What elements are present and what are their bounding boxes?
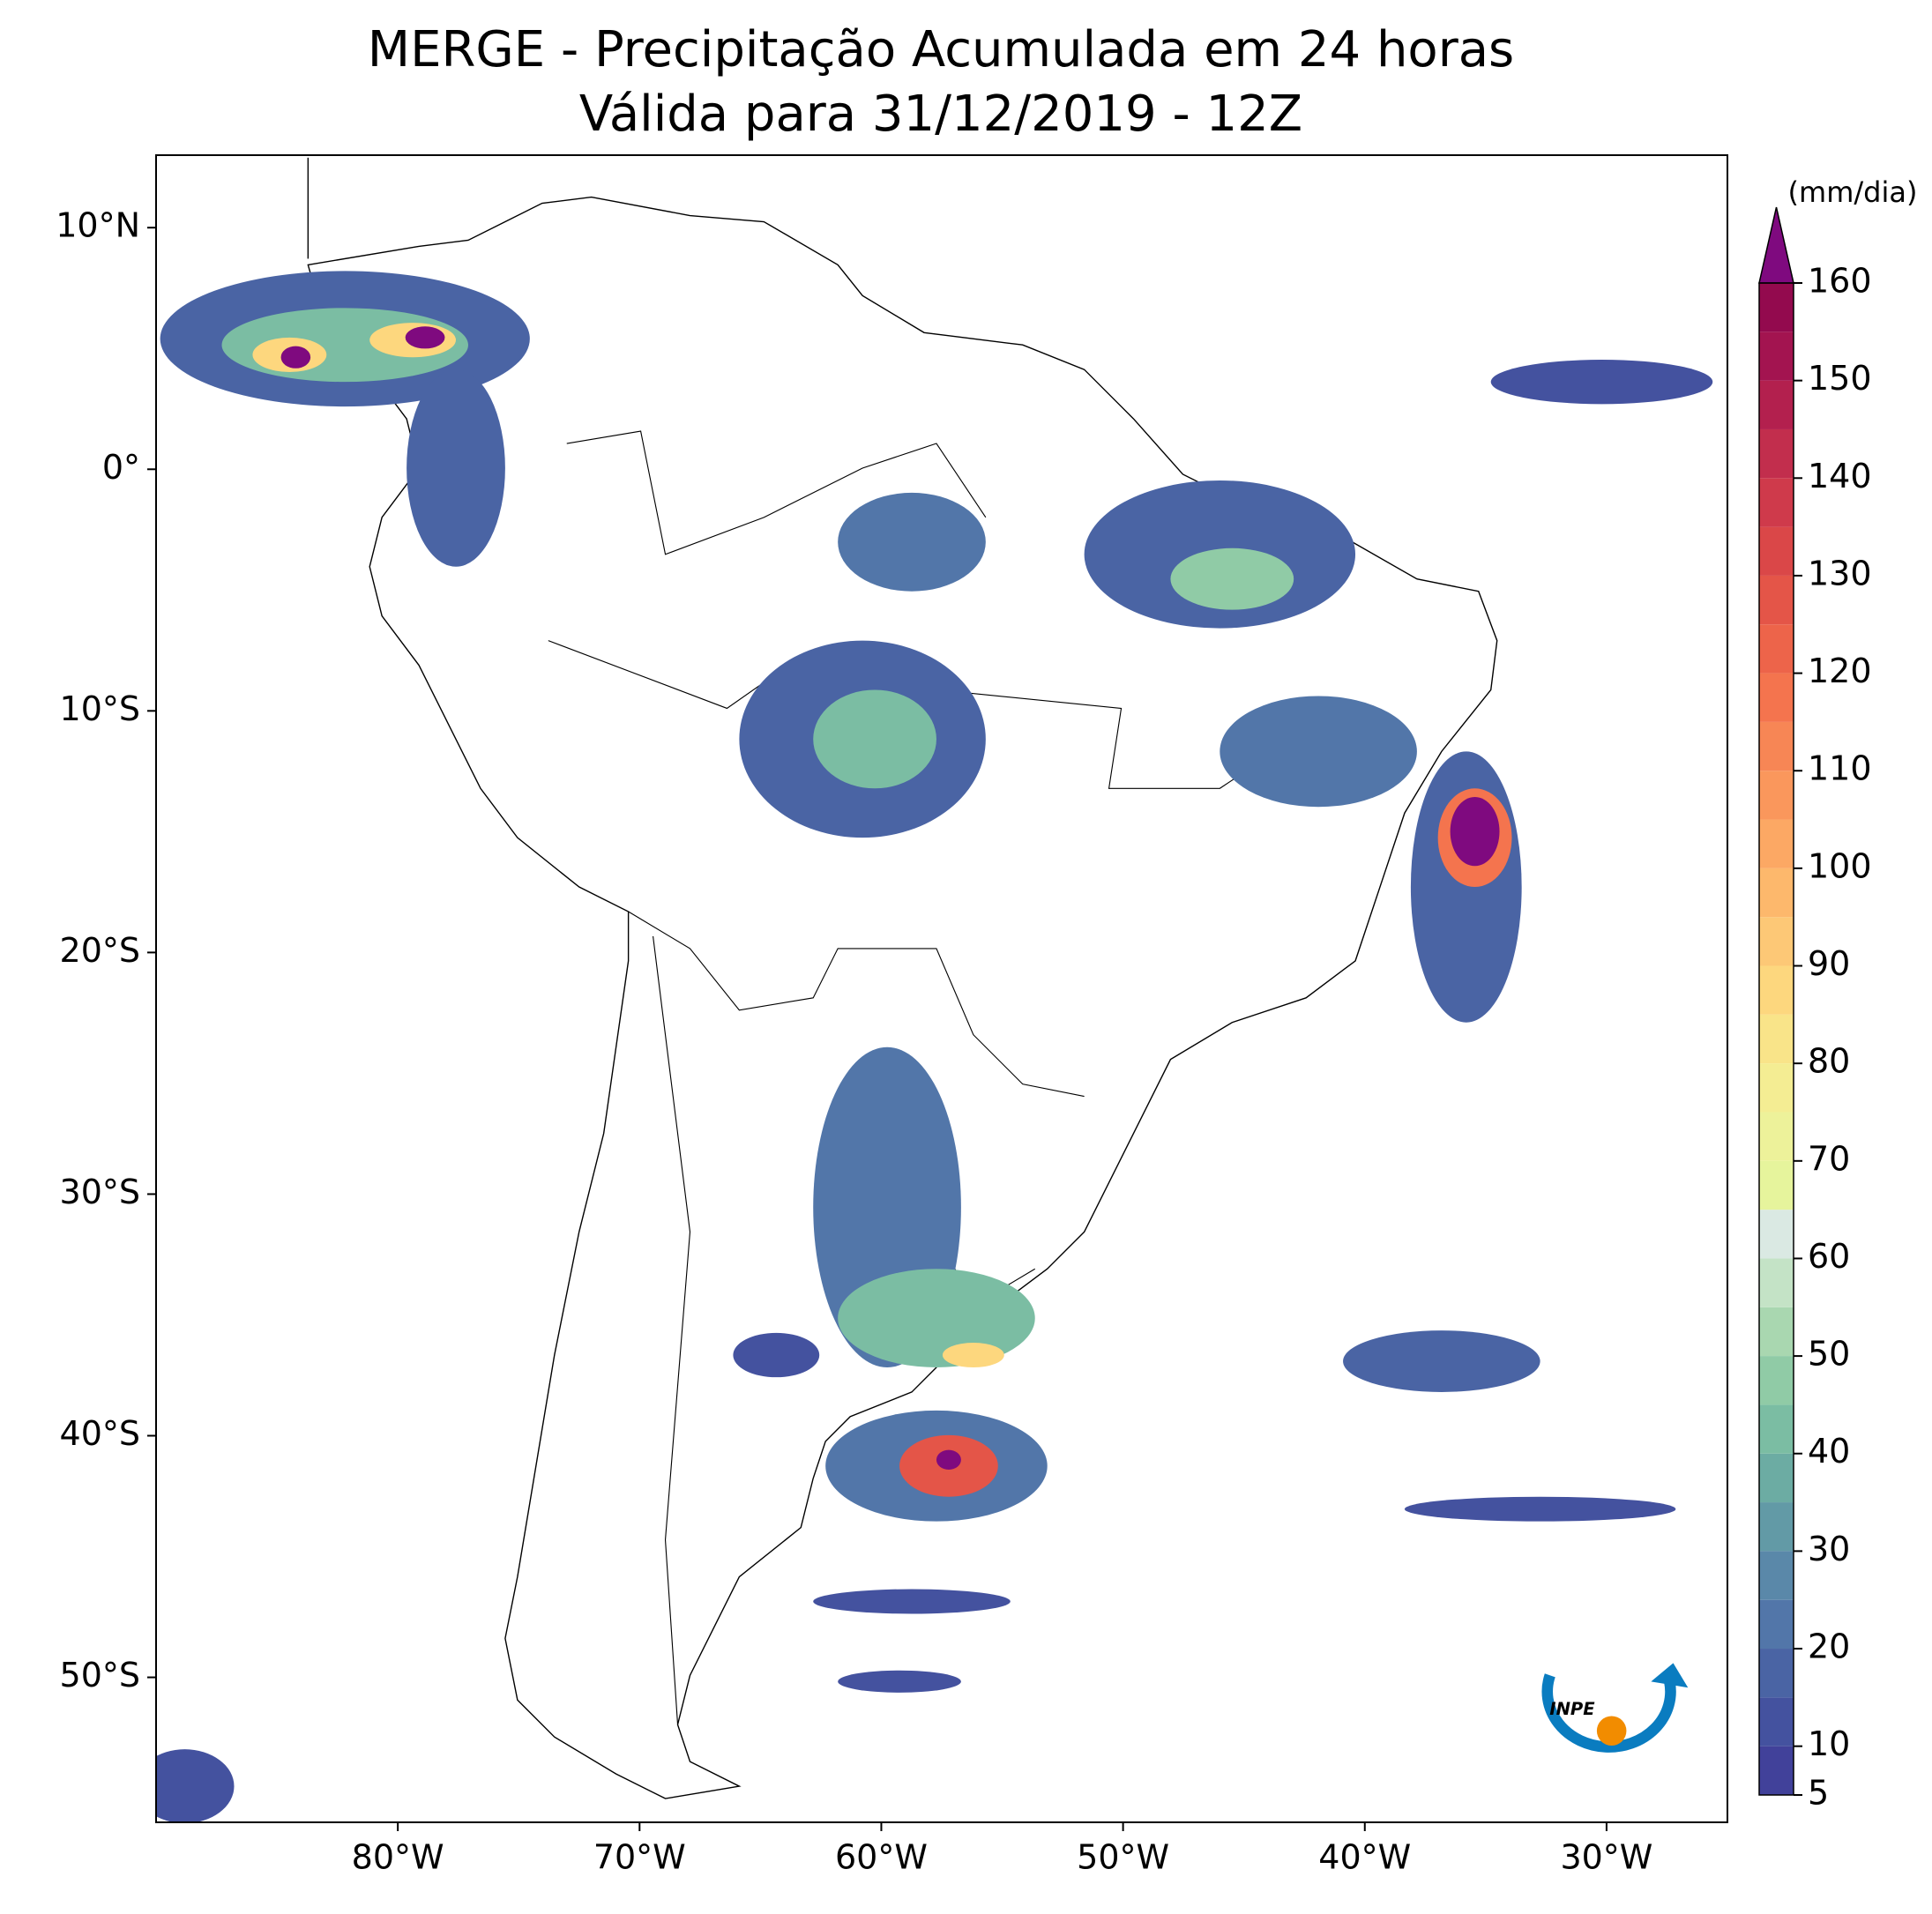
rain-area: [280, 346, 311, 369]
colorbar-segment: [1759, 1063, 1794, 1113]
x-tick-label: 50°W: [1077, 1838, 1169, 1877]
colorbar-segment: [1759, 1112, 1794, 1161]
colorbar-tick-label: 160: [1808, 262, 1872, 301]
logo-sun: [1596, 1716, 1627, 1746]
colorbar-segment: [1759, 1210, 1794, 1259]
colorbar-tick-label: 140: [1808, 457, 1872, 495]
colorbar-segment: [1759, 1356, 1794, 1405]
rain-area: [733, 1332, 820, 1378]
colorbar-segment: [1759, 868, 1794, 918]
colorbar-tick-label: 70: [1808, 1139, 1850, 1178]
colorbar-tick-label: 5: [1808, 1774, 1829, 1813]
colorbar-segment: [1759, 1599, 1794, 1650]
colorbar-label: (mm/dia): [1788, 175, 1918, 209]
map-drawing: INPE: [156, 157, 1713, 1822]
x-tick-label: 30°W: [1560, 1838, 1652, 1877]
colorbar-tick-label: 50: [1808, 1335, 1850, 1374]
colorbar-segment: [1759, 526, 1794, 576]
y-tick-label: 0°: [102, 448, 140, 487]
colorbar-segment: [1759, 283, 1794, 332]
colorbar-segment: [1759, 331, 1794, 381]
y-tick-label: 40°S: [60, 1414, 140, 1453]
colorbar-segment: [1759, 721, 1794, 771]
colorbar-segment: [1759, 965, 1794, 1015]
colorbar-segment: [1759, 1258, 1794, 1307]
x-tick-label: 80°W: [352, 1838, 444, 1877]
rain-area: [1404, 1496, 1676, 1522]
colorbar-tick-label: 20: [1808, 1627, 1850, 1666]
colorbar-segment: [1759, 1551, 1794, 1600]
subtitle: Válida para 31/12/2019 - 12Z: [579, 86, 1302, 143]
colorbar-segment: [1759, 1160, 1794, 1210]
rain-area: [1170, 547, 1294, 610]
logo-swoosh: [1541, 1673, 1676, 1753]
rain-area: [407, 369, 505, 567]
colorbar-tick-label: 40: [1808, 1432, 1850, 1471]
colorbar-segment: [1759, 1404, 1794, 1454]
rain-area: [838, 1269, 1035, 1368]
colorbar-segment: [1759, 380, 1794, 429]
y-tick-label: 50°S: [60, 1656, 140, 1694]
precipitation: [156, 271, 1713, 1822]
colorbar-segment: [1759, 771, 1794, 820]
rain-area: [156, 1749, 235, 1822]
colorbar-tick-label: 10: [1808, 1724, 1850, 1763]
colorbar-segment: [1759, 624, 1794, 674]
colorbar-segment: [1759, 428, 1794, 479]
colorbar-segment: [1759, 575, 1794, 625]
colorbar-segment: [1759, 1014, 1794, 1064]
rain-area: [405, 326, 445, 349]
colorbar-tick-label: 120: [1808, 652, 1872, 690]
colorbar-segment: [1759, 1649, 1794, 1698]
colorbar-segment: [1759, 673, 1794, 722]
rain-area: [936, 1449, 961, 1470]
colorbar-tick-label: 130: [1808, 554, 1872, 592]
map-area: INPE: [156, 157, 1713, 1822]
border: [653, 935, 691, 1725]
colorbar-tick-label: 30: [1808, 1530, 1850, 1568]
colorbar-segment: [1759, 1697, 1794, 1746]
logo-text: INPE: [1549, 1699, 1595, 1719]
x-tick-label: 40°W: [1318, 1838, 1411, 1877]
colorbar-segment: [1759, 1453, 1794, 1503]
rain-area: [942, 1343, 1004, 1368]
colorbar-segment: [1759, 917, 1794, 966]
y-tick-label: 30°S: [60, 1173, 140, 1211]
colorbar-tick-label: 110: [1808, 749, 1872, 788]
rain-area: [813, 1589, 1011, 1614]
colorbar-tick-label: 100: [1808, 846, 1872, 885]
colorbar-segment: [1759, 1746, 1794, 1795]
colorbar-tick-label: 80: [1808, 1042, 1850, 1081]
x-tick-label: 60°W: [835, 1838, 928, 1877]
colorbar-segment: [1759, 819, 1794, 868]
y-tick-label: 10°N: [56, 206, 140, 245]
map-frame: [155, 154, 1728, 1823]
colorbar-frame: [1758, 282, 1794, 1796]
colorbar-segment: [1759, 1502, 1794, 1552]
colorbar-tick-label: 150: [1808, 359, 1872, 398]
colorbar-tick-label: 90: [1808, 944, 1850, 983]
rain-area: [1490, 360, 1713, 405]
rain-area: [1220, 696, 1417, 808]
rain-area: [838, 1670, 961, 1693]
inpe-logo: INPE: [1541, 1663, 1689, 1753]
rain-area: [813, 689, 936, 789]
y-tick-label: 20°S: [60, 931, 140, 970]
rain-area: [838, 492, 986, 592]
border: [566, 430, 987, 555]
border: [628, 911, 1085, 1098]
colorbar-segment: [1759, 1307, 1794, 1357]
logo-arrow: [1651, 1663, 1689, 1688]
title: MERGE - Precipitação Acumulada em 24 hor…: [368, 21, 1514, 78]
colorbar-tick-label: 60: [1808, 1237, 1850, 1276]
y-tick-label: 10°S: [60, 689, 140, 728]
colorbar-segment: [1759, 478, 1794, 527]
rain-area: [1450, 797, 1500, 867]
rain-area: [1343, 1330, 1540, 1392]
x-tick-label: 70°W: [593, 1838, 686, 1877]
